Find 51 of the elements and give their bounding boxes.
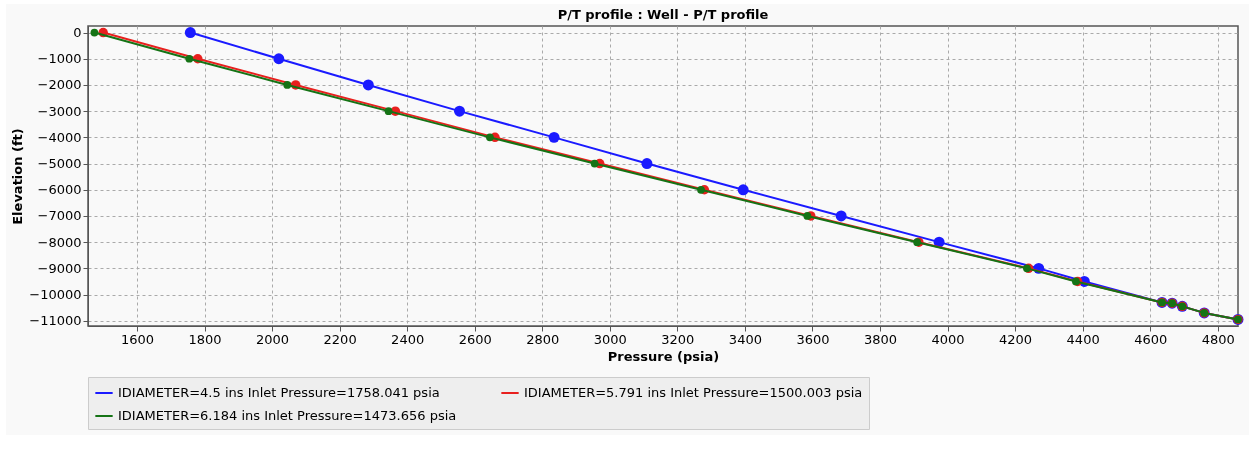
y-tick-label: −9000: [37, 260, 82, 276]
x-tick-label: 4600: [1134, 331, 1168, 347]
chart-title: P/T profile : Well - P/T profile: [557, 7, 769, 22]
x-axis-title: Pressure (psia): [607, 348, 720, 364]
point: [283, 81, 292, 89]
point: [273, 53, 285, 65]
x-tick-label: 2400: [391, 331, 425, 347]
x-tick-label: 2800: [526, 331, 560, 347]
x-tick-label: 4200: [999, 331, 1033, 347]
point: [362, 79, 374, 91]
point: [486, 133, 494, 142]
point: [641, 158, 653, 170]
point: [697, 185, 705, 194]
x-tick-label: 1800: [188, 331, 222, 347]
point: [803, 212, 812, 220]
point: [384, 107, 393, 116]
x-tick-label: 3600: [796, 331, 830, 347]
y-tick-label: −8000: [37, 234, 82, 250]
y-tick-label: 0: [73, 25, 82, 41]
y-tick-label: −6000: [37, 182, 82, 198]
point: [184, 27, 196, 39]
y-tick-label: −7000: [37, 208, 82, 224]
x-tick-label: 3800: [863, 331, 898, 347]
y-tick-label: −1000: [37, 51, 82, 67]
y-tick-label: −11000: [29, 313, 82, 329]
x-tick-label: 3200: [661, 331, 695, 347]
point: [90, 28, 99, 37]
x-tick-label: 2200: [323, 331, 357, 347]
x-tick-label: 3000: [593, 331, 627, 347]
x-tick-label: 2000: [256, 331, 290, 347]
x-tick-label: 4400: [1066, 331, 1100, 347]
x-tick-label: 4000: [931, 331, 965, 347]
point: [835, 210, 847, 222]
point: [454, 105, 465, 117]
y-tick-label: −10000: [29, 287, 82, 303]
x-tick-label: 1600: [120, 331, 155, 347]
point: [185, 54, 194, 63]
point: [548, 131, 560, 143]
y-tick-label: −4000: [37, 129, 82, 145]
x-tick-label: 2600: [458, 331, 492, 347]
y-tick-label: −3000: [37, 103, 82, 119]
y-tick-label: −2000: [37, 77, 82, 93]
y-axis-title: Elevation (ft): [10, 128, 26, 225]
x-tick-label: 3400: [728, 331, 762, 347]
x-tick-label: 4800: [1201, 331, 1235, 347]
legend-label: IDIAMETER=4.5 ins Inlet Pressure=1758.041 psia: [118, 385, 440, 400]
legend-label: IDIAMETER=5.791 ins Inlet Pressure=1500.003 psia: [524, 385, 863, 400]
y-tick-label: −5000: [37, 156, 82, 172]
point: [590, 159, 599, 168]
legend-label: IDIAMETER=6.184 ins Inlet Pressure=1473.656 psia: [118, 408, 457, 423]
point: [737, 184, 749, 196]
